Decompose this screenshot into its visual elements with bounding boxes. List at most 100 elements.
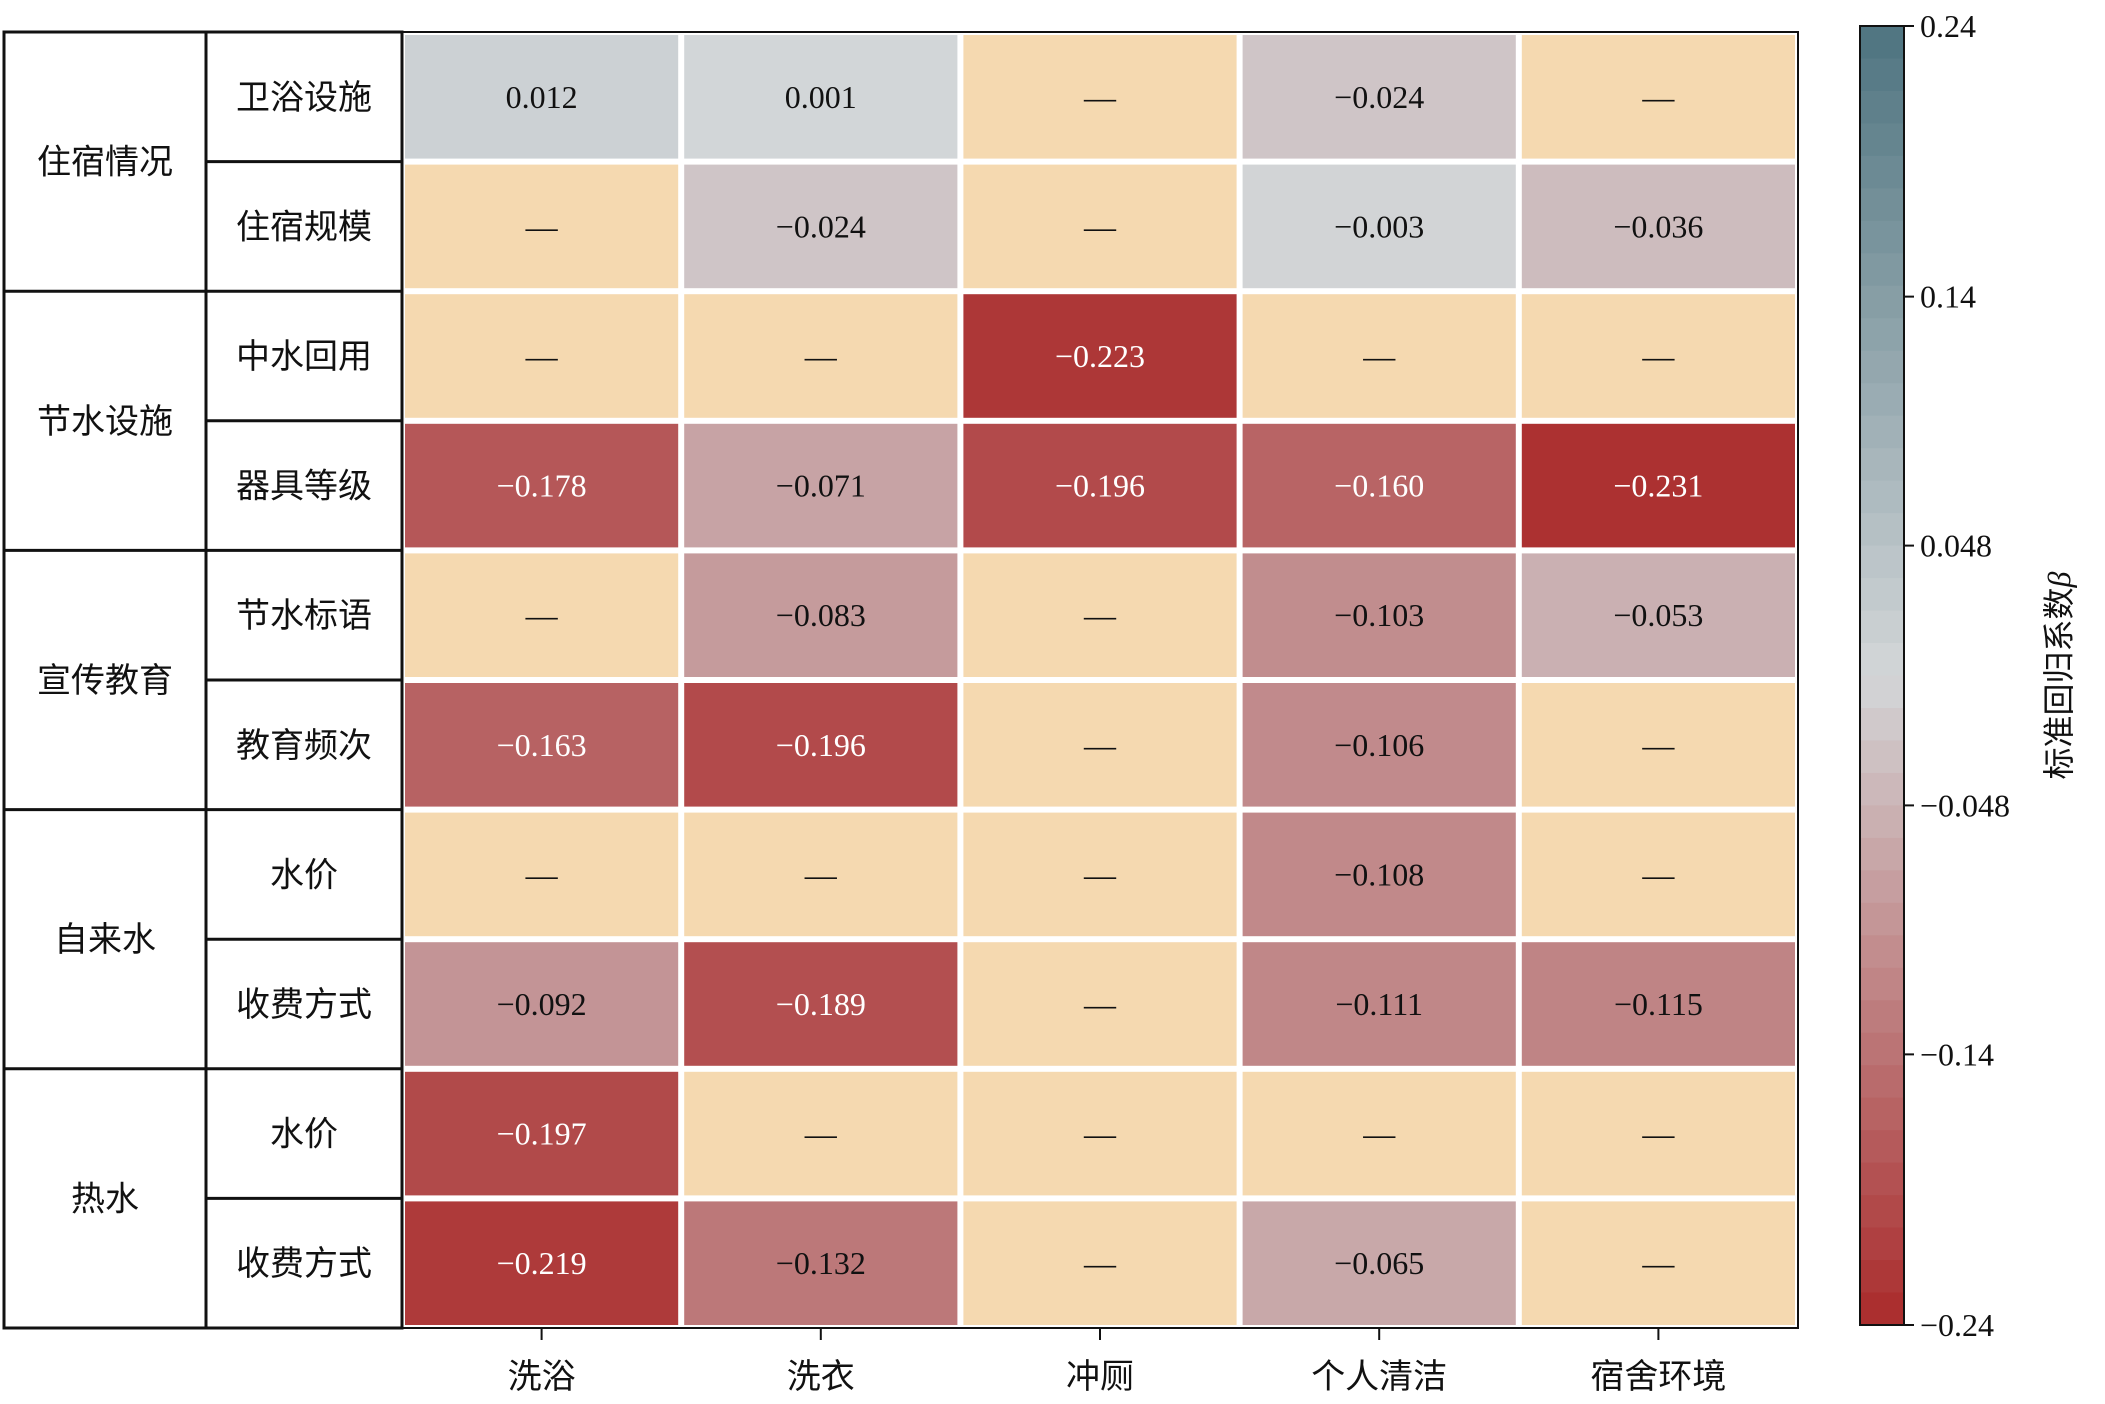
colorbar-band — [1860, 513, 1904, 547]
cell-value-label: — — [1083, 1116, 1117, 1152]
cell-value-label: −0.108 — [1334, 856, 1424, 892]
cell-value-label: — — [1641, 338, 1675, 374]
colorbar-band — [1860, 772, 1904, 806]
cell-value-label: −0.163 — [497, 727, 587, 763]
colorbar-band — [1860, 707, 1904, 742]
group-label: 住宿情况 — [37, 143, 173, 183]
heatmap-cell — [1521, 164, 1795, 289]
cell-value-label: −0.036 — [1613, 208, 1703, 244]
heatmap-cell — [963, 683, 1237, 807]
colorbar-band — [1860, 837, 1904, 871]
cell-value-label: — — [1641, 727, 1675, 763]
colorbar-band — [1860, 285, 1904, 319]
heatmap-cell — [1242, 1201, 1516, 1325]
colorbar-band — [1860, 1065, 1904, 1099]
heatmap-cell — [684, 683, 958, 807]
colorbar-tick-label: −0.24 — [1920, 1307, 1994, 1343]
colorbar-band — [1860, 545, 1904, 579]
cell-value-label: −0.003 — [1334, 208, 1424, 244]
row-label: 收费方式 — [236, 985, 372, 1025]
group-label: 宣传教育 — [37, 661, 173, 701]
colorbar-band — [1860, 1195, 1904, 1229]
cell-value-label: — — [804, 1116, 838, 1152]
cell-value-label: −0.024 — [776, 208, 866, 244]
heatmap-cell — [1521, 1071, 1795, 1196]
colorbar-band — [1860, 805, 1904, 839]
heatmap-cell — [1242, 942, 1516, 1066]
cell-value-label: −0.053 — [1613, 597, 1703, 633]
colorbar-band — [1860, 1130, 1904, 1164]
colorbar-band — [1860, 578, 1904, 612]
row-label: 收费方式 — [236, 1244, 372, 1284]
heatmap-cell — [1521, 553, 1795, 677]
heatmap-cell — [1521, 294, 1795, 418]
colorbar-band — [1860, 1162, 1904, 1196]
heatmap-cell — [1242, 294, 1516, 418]
cell-value-label: −0.196 — [1055, 468, 1145, 504]
cell-value-label: — — [1641, 1116, 1675, 1152]
heatmap-cell — [1242, 35, 1516, 159]
cell-value-label: −0.103 — [1334, 597, 1424, 633]
heatmap-cell — [1242, 553, 1516, 677]
cell-value-label: −0.160 — [1334, 468, 1424, 504]
cell-value-label: — — [1641, 856, 1675, 892]
group-label: 自来水 — [54, 920, 156, 960]
cell-value-label: −0.178 — [497, 468, 587, 504]
heatmap-cell — [684, 35, 958, 159]
heatmap-cell — [963, 294, 1237, 418]
colorbar-band — [1860, 220, 1904, 254]
heatmap-cell — [684, 1071, 958, 1196]
colorbar-band — [1860, 448, 1904, 482]
colorbar-band — [1860, 1260, 1904, 1294]
cell-value-label: — — [1641, 1245, 1675, 1281]
cell-value-label: −0.189 — [776, 986, 866, 1022]
cell-value-label: — — [804, 856, 838, 892]
cell-value-label: −0.106 — [1334, 727, 1424, 763]
colorbar-tick-label: −0.14 — [1920, 1036, 1994, 1072]
row-label: 器具等级 — [236, 467, 372, 507]
heatmap-cell — [963, 942, 1237, 1066]
colorbar-band — [1860, 870, 1904, 904]
cell-value-label: 0.012 — [506, 79, 578, 115]
cell-value-label: −0.071 — [776, 468, 866, 504]
row-label-table: 住宿情况卫浴设施住宿规模节水设施中水回用器具等级宣传教育节水标语教育频次自来水水… — [2, 30, 404, 1330]
colorbar-band — [1860, 155, 1904, 189]
colorbar-band — [1860, 902, 1904, 936]
cell-value-label: — — [1083, 79, 1117, 115]
colorbar-band — [1860, 1292, 1904, 1326]
row-label: 中水回用 — [236, 337, 372, 377]
x-tick-label: 洗浴 — [508, 1357, 576, 1397]
colorbar-band — [1860, 58, 1904, 92]
cell-value-label: — — [1083, 727, 1117, 763]
heatmap-cell — [405, 1071, 679, 1196]
colorbar-tick-label: 0.24 — [1920, 8, 1976, 44]
heatmap-cell — [963, 164, 1237, 289]
cell-value-label: −0.132 — [776, 1245, 866, 1281]
cell-value-label: — — [525, 597, 559, 633]
colorbar-band — [1860, 1032, 1904, 1066]
cell-value-label: −0.111 — [1335, 986, 1423, 1022]
heatmap-cell — [963, 1201, 1237, 1325]
colorbar: 0.24 0.14 0.048 −0.048 −0.14 −0.24 标准回归系数β — [1859, 8, 2078, 1343]
cell-value-label: — — [1083, 1245, 1117, 1281]
colorbar-band — [1860, 26, 1904, 60]
x-axis: 洗浴 洗衣 冲厕 个人清洁 宿舍环境 — [508, 1328, 1726, 1397]
heatmap-cell — [684, 1201, 958, 1325]
colorbar-band — [1860, 643, 1904, 677]
cell-value-label: −0.115 — [1614, 986, 1703, 1022]
cell-value-label: — — [525, 856, 559, 892]
heatmap-cell — [405, 1201, 679, 1325]
colorbar-tick-label: 0.14 — [1920, 279, 1976, 315]
row-label: 水价 — [270, 1115, 338, 1155]
heatmap-cells: 0.012 0.001 — −0.024 — — −0.024 — −0.003 −0.036 — —… — [405, 35, 1795, 1325]
heatmap-cell — [963, 423, 1237, 548]
heatmap-cell — [963, 812, 1237, 937]
colorbar-band — [1860, 383, 1904, 417]
heatmap-cell — [1242, 423, 1516, 548]
colorbar-label: 标准回归系数β — [2040, 571, 2078, 779]
heatmap-cell — [405, 553, 679, 677]
heatmap-cell — [684, 812, 958, 937]
colorbar-band — [1860, 188, 1904, 222]
heatmap-cell — [405, 683, 679, 807]
heatmap-cell — [1242, 683, 1516, 807]
